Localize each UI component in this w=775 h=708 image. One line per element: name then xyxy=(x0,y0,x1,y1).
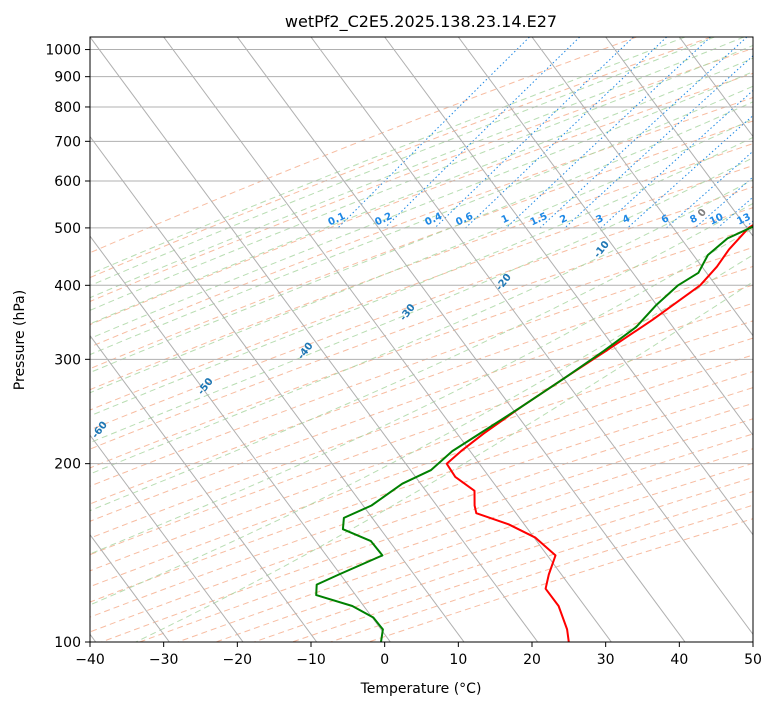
isotherm-line xyxy=(457,37,753,437)
x-tick-label: −30 xyxy=(149,652,179,668)
y-tick-label: 1000 xyxy=(45,43,81,59)
plot-frame xyxy=(89,36,754,643)
mixing-ratio-label: 3 xyxy=(594,213,605,226)
mixing-ratio-line xyxy=(337,37,530,229)
mixing-ratio-label: 0.6 xyxy=(454,211,475,228)
x-tick-label: 50 xyxy=(744,652,762,668)
y-tick-label: 800 xyxy=(54,100,81,116)
isotherm-line xyxy=(90,135,465,642)
dry-adiabat-line xyxy=(90,387,753,618)
y-tick-label: 400 xyxy=(54,278,81,294)
x-tick-label: 20 xyxy=(523,652,541,668)
mixing-ratio-line xyxy=(384,37,581,229)
isotherm-label: -50 xyxy=(196,376,216,397)
mixing-ratio-line xyxy=(505,37,711,229)
dry-adiabat-line xyxy=(90,97,753,348)
mixing-ratio-line xyxy=(434,37,634,229)
mixing-ratio-label: 16 xyxy=(757,212,774,228)
y-tick-label: 900 xyxy=(54,70,81,86)
sounding-series xyxy=(315,224,753,642)
isotherm-line xyxy=(90,334,318,642)
isotherm-line xyxy=(310,37,753,636)
mixing-ratio-label: 13 xyxy=(735,212,752,228)
x-tick-label: −10 xyxy=(296,652,326,668)
isotherm-line xyxy=(605,37,753,237)
dry-adiabat-line xyxy=(90,37,637,254)
moist-adiabat-line xyxy=(90,44,753,311)
y-axis-ticks: 100 200 300 400 500 600 700 800 900 1000 xyxy=(45,43,90,651)
mixing-ratio-label: 2 xyxy=(558,213,569,226)
isotherm-label: -10 xyxy=(592,239,612,260)
isotherm-line xyxy=(90,533,170,642)
moist-adiabat-line xyxy=(90,228,753,555)
x-tick-label: 30 xyxy=(597,652,615,668)
moist-adiabat-line xyxy=(90,101,753,374)
mixing-ratio-line xyxy=(465,37,668,229)
x-tick-label: 10 xyxy=(449,652,467,668)
isotherm-line xyxy=(236,37,686,642)
isotherm-line xyxy=(384,37,753,536)
dry-adiabat-line xyxy=(254,477,753,642)
mixing-ratio-label: 6 xyxy=(660,213,671,226)
chart-title: wetPf2_C2E5.2025.138.23.14.E27 xyxy=(285,12,557,32)
y-tick-label: 300 xyxy=(54,352,81,368)
x-tick-label: −40 xyxy=(75,652,105,668)
y-axis-title: Pressure (hPa) xyxy=(12,290,28,390)
y-tick-label: 600 xyxy=(54,174,81,190)
x-tick-label: 0 xyxy=(380,652,389,668)
mixing-ratio-label: 0.2 xyxy=(373,211,394,228)
y-tick-label: 700 xyxy=(54,134,81,150)
mixing-ratio-label: 8 xyxy=(688,213,699,226)
mixing-ratio-line xyxy=(666,150,753,229)
dry-adiabat-line xyxy=(90,186,753,431)
dry-adiabat-line xyxy=(90,165,753,411)
mixing-ratio-label: 4 xyxy=(621,213,632,226)
x-axis-title: Temperature (°C) xyxy=(360,681,482,697)
mixing-ratio-label: 1.5 xyxy=(529,211,550,228)
mixing-ratio-line xyxy=(600,89,753,229)
background-lines xyxy=(90,37,775,642)
dry-adiabat-line xyxy=(90,37,712,279)
moist-adiabat-line xyxy=(90,37,715,287)
temperature-profile-line xyxy=(445,224,753,642)
dry-adiabat-line xyxy=(90,227,753,469)
moist-adiabat-line xyxy=(135,281,753,642)
x-axis-ticks: −40 −30 −20 −10 0 10 20 30 40 50 xyxy=(75,642,762,668)
line-labels: -100-90-80-70-60-50-40-30-20-10010203040… xyxy=(90,207,774,441)
isotherm-line xyxy=(90,235,391,642)
mixing-ratio-label: 10 xyxy=(708,212,725,228)
moist-adiabat-line xyxy=(90,136,753,417)
dry-adiabat-line xyxy=(139,433,753,642)
isotherm-line xyxy=(90,434,244,642)
y-tick-label: 500 xyxy=(54,221,81,237)
moist-adiabat-line xyxy=(90,254,753,606)
mixing-ratio-line xyxy=(564,55,753,229)
dry-adiabat-line xyxy=(90,284,753,522)
moist-adiabat-line xyxy=(90,157,753,444)
isotherm-line xyxy=(163,37,612,642)
mixing-ratio-line xyxy=(767,37,775,228)
mixing-ratio-label: 1 xyxy=(500,213,511,226)
isotherm-line xyxy=(90,37,539,642)
isotherm-line xyxy=(752,37,753,38)
isotherm-line xyxy=(531,37,753,337)
dry-adiabat-line xyxy=(90,246,753,487)
y-tick-label: 100 xyxy=(54,635,81,651)
dewpoint-profile-line xyxy=(315,225,753,642)
x-tick-label: 40 xyxy=(670,652,688,668)
y-tick-label: 200 xyxy=(54,457,81,473)
x-tick-label: −20 xyxy=(223,652,253,668)
moist-adiabat-line xyxy=(90,37,745,299)
dry-adiabat-line xyxy=(90,47,753,303)
moist-adiabat-line xyxy=(90,71,753,339)
mixing-ratio-label: 0.1 xyxy=(327,211,348,228)
dry-adiabat-line xyxy=(90,302,753,539)
dry-adiabat-line xyxy=(90,354,753,588)
